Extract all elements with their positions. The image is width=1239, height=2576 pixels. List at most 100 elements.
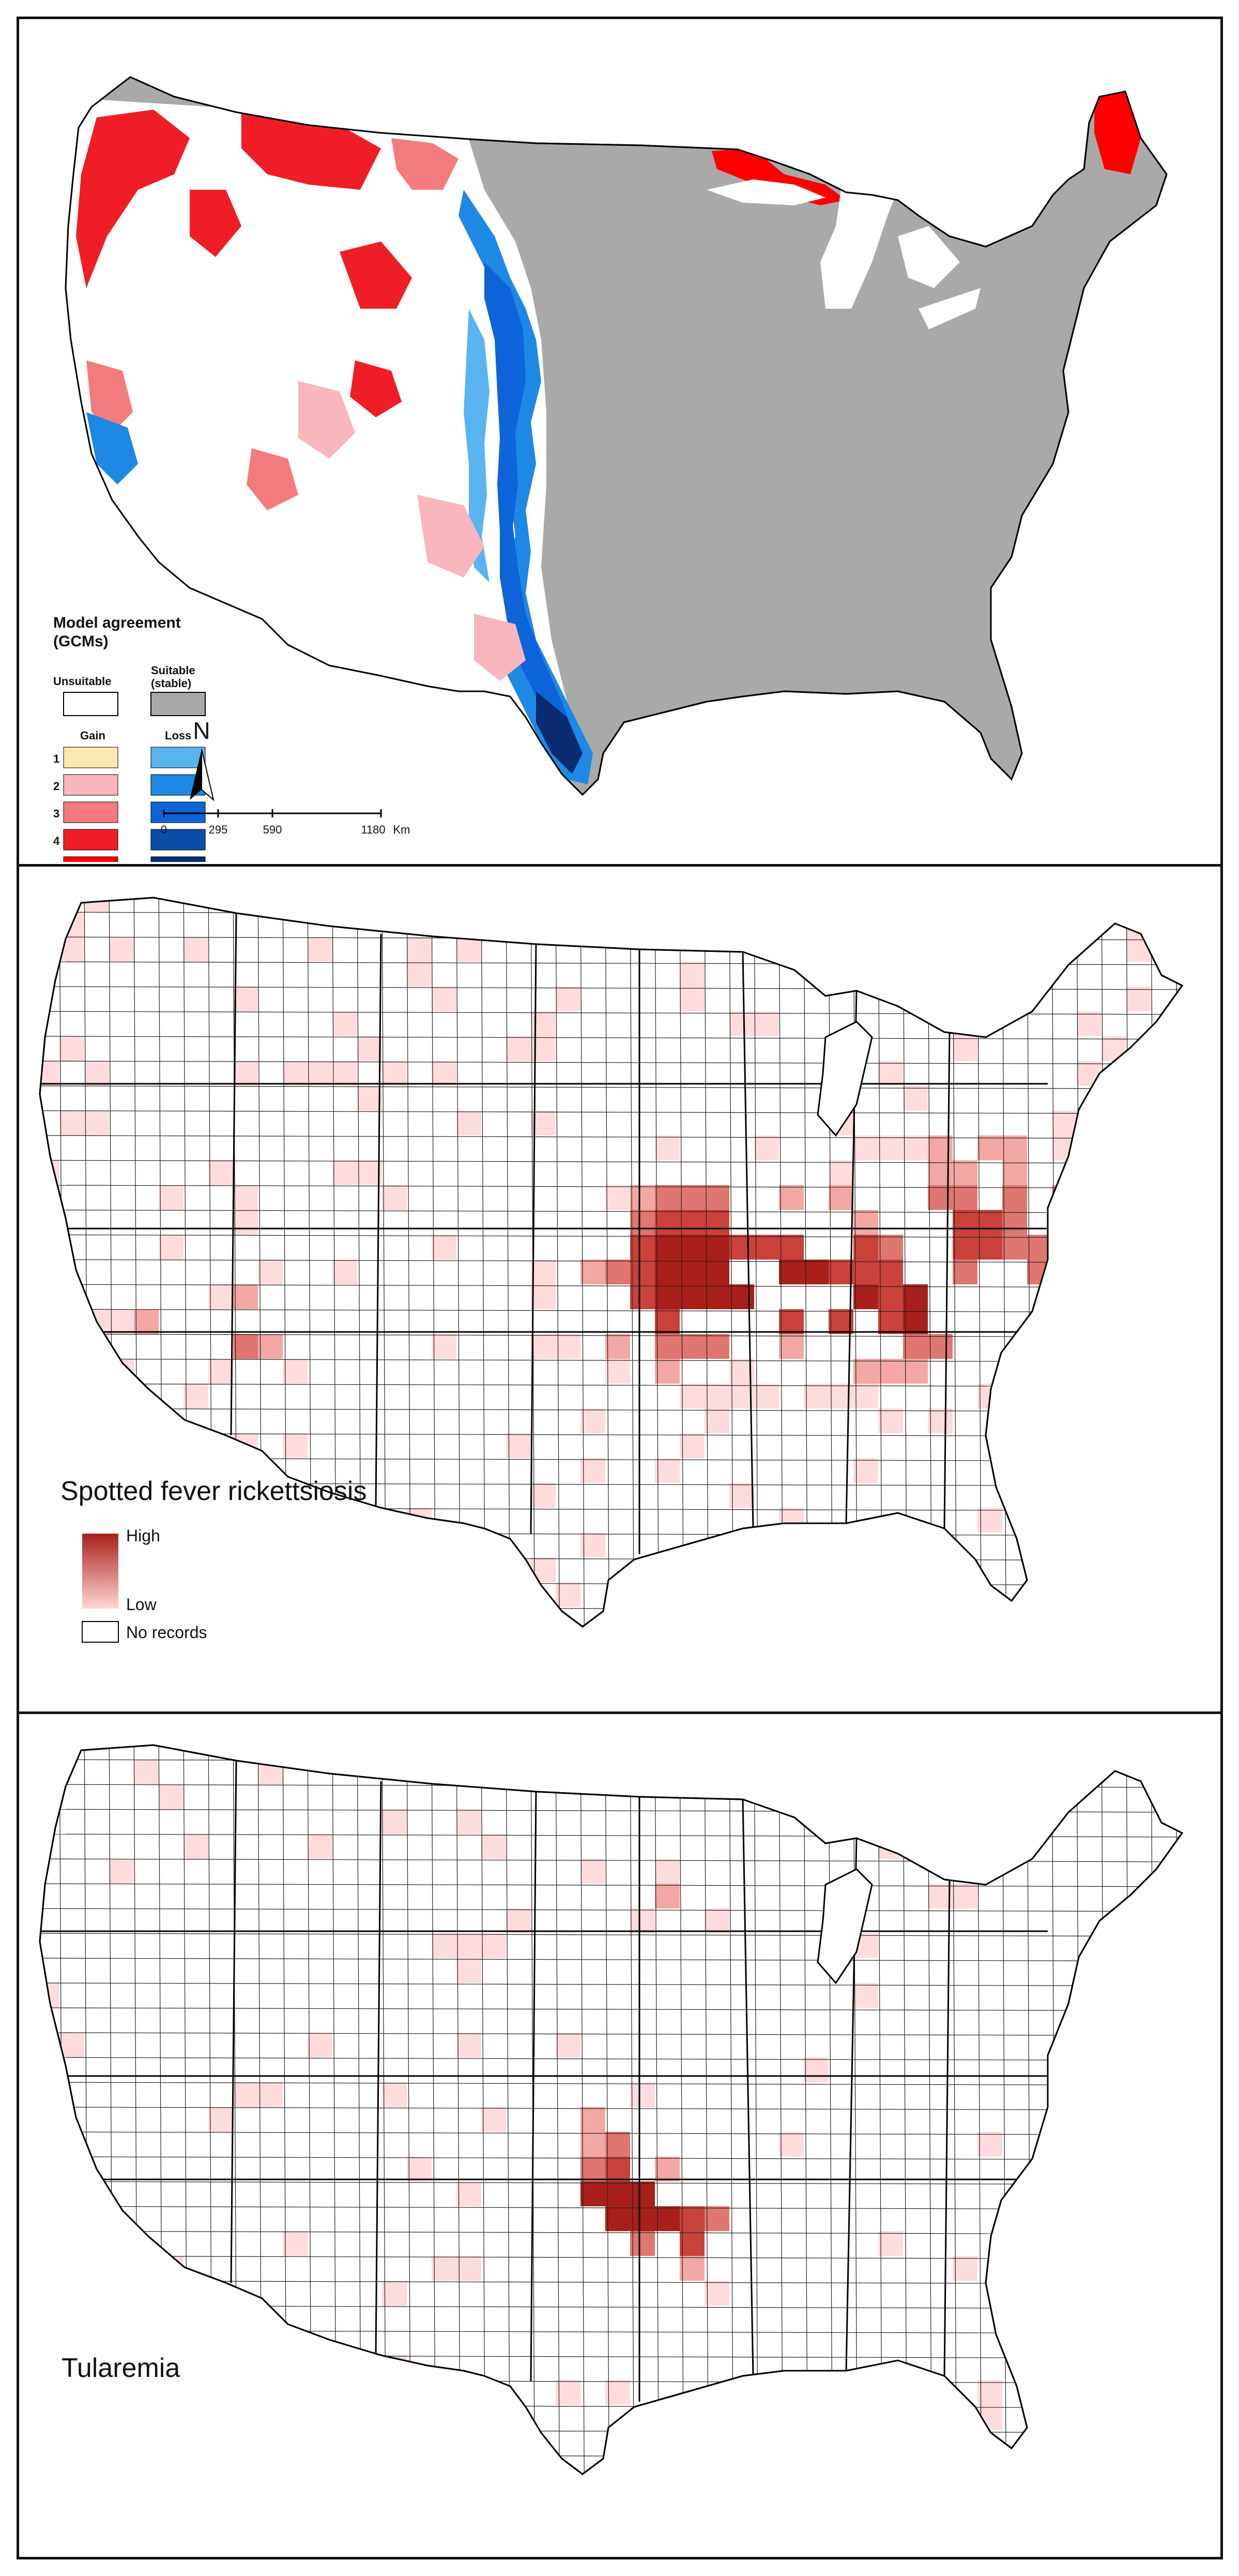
county-cell [1052,1210,1077,1235]
county-cell [456,2181,481,2206]
county-cell [556,2033,580,2057]
county-cell [705,1235,729,1260]
legend-gain-swatch-4 [63,829,118,851]
county-cell [456,2256,481,2281]
county-cell [928,1681,953,1706]
county-cell [506,1433,531,1458]
county-cell [134,1309,159,1334]
loss-band-light [464,309,490,583]
county-cell [655,1260,680,1284]
county-cell [1002,1681,1027,1706]
county-cell [407,2157,432,2181]
county-cell [109,2380,134,2405]
county-cell [853,1235,878,1260]
county-cell [829,1260,853,1284]
county-cell [928,2405,953,2430]
gain-maine [1094,92,1141,174]
county-cell [977,2132,1002,2157]
county-cell [531,1483,556,1508]
county-cell [580,1533,605,1557]
county-cell [853,1260,878,1284]
county-cell [432,1334,456,1359]
scale-unit: Km [393,823,410,836]
state-boundaries [40,913,1048,1554]
county-cell [84,898,109,912]
county-cell [779,1681,804,1706]
loss-band [458,190,593,784]
county-cell [233,1508,258,1533]
county-cell [258,2380,283,2405]
county-cell [407,1508,432,1533]
county-cell [878,1061,903,1086]
county-cell [878,1408,903,1433]
county-cell [1102,1235,1126,1260]
county-cell [432,1582,456,1607]
county-cell [729,2405,754,2430]
county-cell [233,2454,258,2474]
county-cell [456,2033,481,2057]
county-cell [729,1235,754,1260]
legend-agreement-rows: 12345 [53,747,206,862]
county-cell [1102,1185,1126,1210]
county-cell [953,1011,977,1036]
county-cell [878,1260,903,1284]
county-cell [432,1933,456,1958]
county-cell [605,1334,630,1359]
lake-huron [898,226,960,288]
county-cell [580,1408,605,1433]
gain-utah [298,381,355,459]
county-cell [977,2380,1002,2405]
county-cell [1126,1135,1151,1160]
county-cell [680,1210,705,1235]
county-cell [829,1384,853,1408]
panel-title: Spotted fever rickettsiosis [60,1476,366,1506]
county-cell [953,1210,977,1235]
county-cell [308,1834,332,1859]
legend-suitable-line1: Suitable [151,664,195,677]
habitat-suitability-panel: Model agreement (GCMs) Suitable (stable)… [19,19,1220,867]
county-cell [1027,2405,1052,2430]
county-cell [1176,1160,1182,1185]
lake-michigan [820,174,898,309]
county-cell [928,1334,953,1359]
county-cell [1077,1061,1102,1086]
county-cell [630,1210,655,1235]
loss-texas-tip [536,691,583,774]
gain-wyoming [340,241,412,309]
county-cell [580,2132,605,2157]
county-cell [208,2430,233,2454]
county-cell [1176,1359,1182,1384]
spotted-fever-panel: Spotted fever rickettsiosis High Low No … [19,867,1220,1714]
county-cell [1151,1160,1176,1185]
county-cell [878,1359,903,1384]
county-cell [382,2504,407,2529]
county-cell [1126,1359,1151,1384]
gain-colorado [350,360,402,417]
county-cell [630,1284,655,1309]
north-arrow-label: N [193,717,210,744]
county-cell [283,2231,308,2256]
county-cell [605,2132,630,2157]
county-cell [977,1235,1002,1260]
county-cell [1201,1859,1220,1884]
county-cell [977,1135,1002,1160]
county-cell [605,2206,630,2231]
scale-tick-295: 295 [209,823,228,836]
county-cell [382,1061,407,1086]
county-cell [1176,1260,1182,1284]
county-cell [1176,1309,1182,1334]
county-cell [680,1284,705,1309]
county-cell [705,1260,729,1284]
county-cell [903,1309,928,1334]
county-cell [233,1657,258,1681]
county-cell [357,1036,382,1061]
county-cell [233,1061,258,1086]
county-cell [258,1334,283,1359]
county-cell [928,1185,953,1210]
county-cell [357,2454,382,2474]
county-cell [407,1582,432,1607]
county-cell [953,1235,977,1260]
county-cell [1077,1160,1102,1185]
county-cell [1002,1135,1027,1160]
legend-gain-label: Gain [80,729,105,742]
